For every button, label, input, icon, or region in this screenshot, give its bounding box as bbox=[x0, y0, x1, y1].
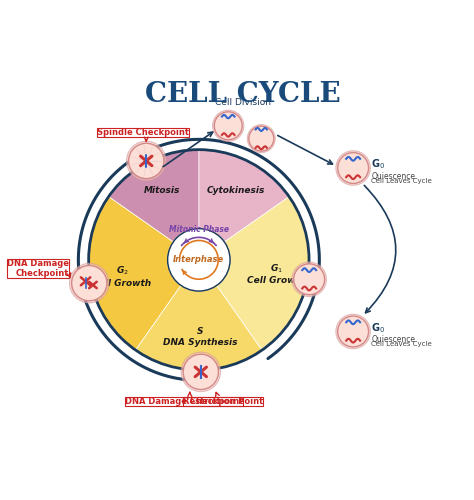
Text: G$_2$
Cell Growth: G$_2$ Cell Growth bbox=[92, 264, 152, 287]
Wedge shape bbox=[217, 196, 309, 350]
Text: S
DNA Synthesis: S DNA Synthesis bbox=[163, 327, 237, 346]
Text: G$_0$: G$_0$ bbox=[372, 321, 385, 334]
Circle shape bbox=[336, 314, 370, 349]
Circle shape bbox=[292, 262, 327, 296]
Circle shape bbox=[181, 352, 220, 392]
Wedge shape bbox=[136, 286, 262, 370]
Text: ID 164166818 © VectorMine: ID 164166818 © VectorMine bbox=[287, 486, 396, 495]
Text: Interphase: Interphase bbox=[173, 256, 224, 264]
Circle shape bbox=[183, 354, 219, 390]
Wedge shape bbox=[199, 150, 289, 242]
Circle shape bbox=[336, 150, 370, 186]
Text: G$_0$: G$_0$ bbox=[372, 158, 385, 171]
Text: G$_1$
Cell Growth: G$_1$ Cell Growth bbox=[246, 262, 306, 285]
Wedge shape bbox=[89, 196, 181, 350]
Text: Cytokinesis: Cytokinesis bbox=[207, 186, 265, 195]
Wedge shape bbox=[109, 150, 199, 242]
Circle shape bbox=[249, 126, 274, 151]
Text: Restriction Point: Restriction Point bbox=[182, 397, 263, 406]
Circle shape bbox=[337, 316, 369, 347]
Circle shape bbox=[128, 144, 164, 178]
Circle shape bbox=[214, 112, 242, 140]
Text: dreamstime: dreamstime bbox=[107, 486, 177, 496]
Text: Cell Division: Cell Division bbox=[215, 98, 271, 108]
Text: CELL CYCLE: CELL CYCLE bbox=[145, 80, 341, 108]
Circle shape bbox=[168, 228, 230, 291]
Circle shape bbox=[127, 141, 166, 180]
Text: DNA Damage
Checkpoint: DNA Damage Checkpoint bbox=[7, 258, 69, 278]
Circle shape bbox=[72, 266, 107, 301]
Circle shape bbox=[337, 152, 369, 184]
Text: Quiescence: Quiescence bbox=[372, 335, 416, 344]
Circle shape bbox=[247, 124, 275, 152]
Text: Quiescence: Quiescence bbox=[372, 172, 416, 180]
Text: Cell Leaves Cycle: Cell Leaves Cycle bbox=[372, 341, 432, 347]
Circle shape bbox=[70, 264, 109, 303]
Circle shape bbox=[294, 264, 325, 294]
Text: Spindle Checkpoint: Spindle Checkpoint bbox=[97, 128, 189, 137]
Text: Mitosis: Mitosis bbox=[144, 186, 180, 195]
Circle shape bbox=[213, 110, 244, 142]
Text: Mitonic Phase: Mitonic Phase bbox=[169, 225, 229, 234]
Text: Cell Leaves Cycle: Cell Leaves Cycle bbox=[372, 178, 432, 184]
Text: DNA Damage Checkpoint: DNA Damage Checkpoint bbox=[125, 397, 243, 406]
